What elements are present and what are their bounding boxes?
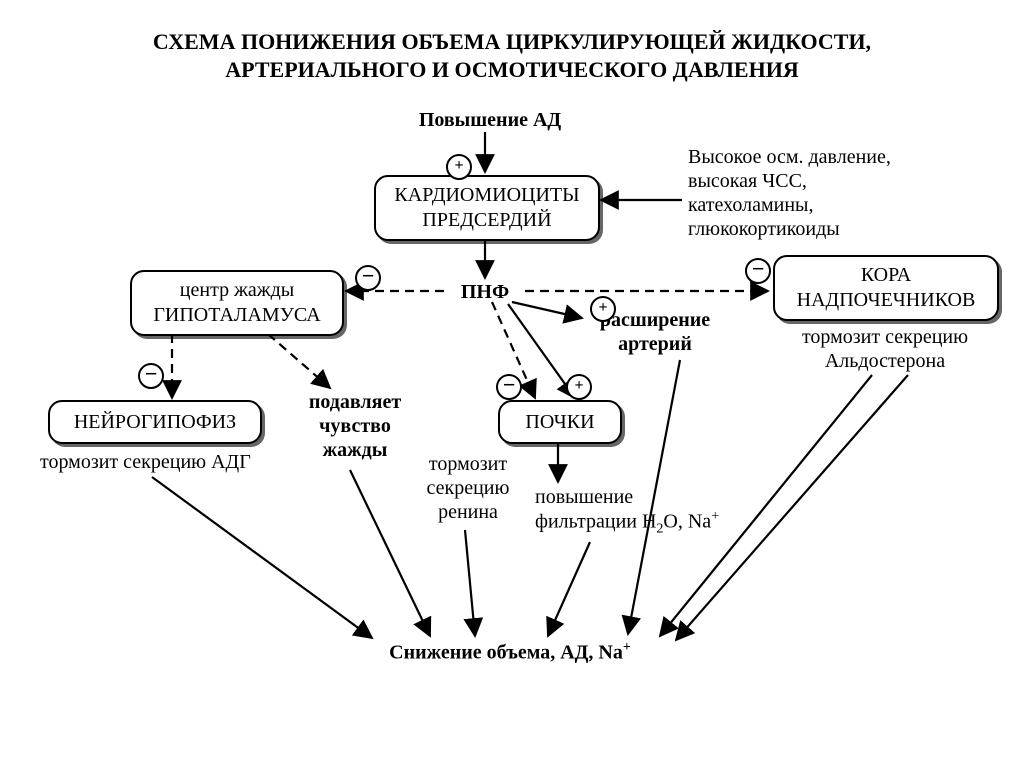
sign-minus-hypo: − — [355, 265, 381, 291]
label-pnf: ПНФ — [450, 280, 520, 304]
sign-plus-kidney: + — [566, 374, 592, 400]
label-renin: тормозит секрецию ренина — [408, 452, 528, 524]
sign-plus-top: + — [446, 154, 472, 180]
label-adg-inhibit: тормозит секрецию АДГ — [40, 450, 290, 474]
label-thirst-suppress: подавляет чувство жажды — [290, 390, 420, 462]
label-filtration: повышение фильтрации H2O, Na+ — [535, 485, 765, 538]
label-aldosterone: тормозит секрецию Альдостерона — [770, 325, 1000, 373]
diagram-title: СХЕМА ПОНИЖЕНИЯ ОБЪЕМА ЦИРКУЛИРУЮЩЕЙ ЖИД… — [0, 28, 1024, 83]
sign-minus-neuro: − — [138, 363, 164, 389]
node-hypothalamus: центр жажды ГИПОТАЛАМУСА — [130, 270, 344, 336]
node-cardiomyocytes: КАРДИОМИОЦИТЫ ПРЕДСЕРДИЙ — [374, 175, 600, 241]
sign-minus-adrenal: − — [745, 258, 771, 284]
title-line-2: АРТЕРИАЛЬНОГО И ОСМОТИЧЕСКОГО ДАВЛЕНИЯ — [225, 57, 798, 82]
title-line-1: СХЕМА ПОНИЖЕНИЯ ОБЪЕМА ЦИРКУЛИРУЮЩЕЙ ЖИД… — [153, 29, 871, 54]
sign-plus-artery: + — [590, 296, 616, 322]
node-adrenal-cortex: КОРА НАДПОЧЕЧНИКОВ — [773, 255, 999, 321]
node-neurohypophysis: НЕЙРОГИПОФИЗ — [48, 400, 262, 444]
sign-minus-kidney: − — [496, 374, 522, 400]
node-kidneys: ПОЧКИ — [498, 400, 622, 444]
label-decrease: Снижение объема, АД, Na+ — [350, 640, 670, 665]
label-bp-increase: Повышение АД — [405, 108, 575, 132]
label-side-factors: Высокое осм. давление, высокая ЧСС, кате… — [688, 145, 948, 241]
